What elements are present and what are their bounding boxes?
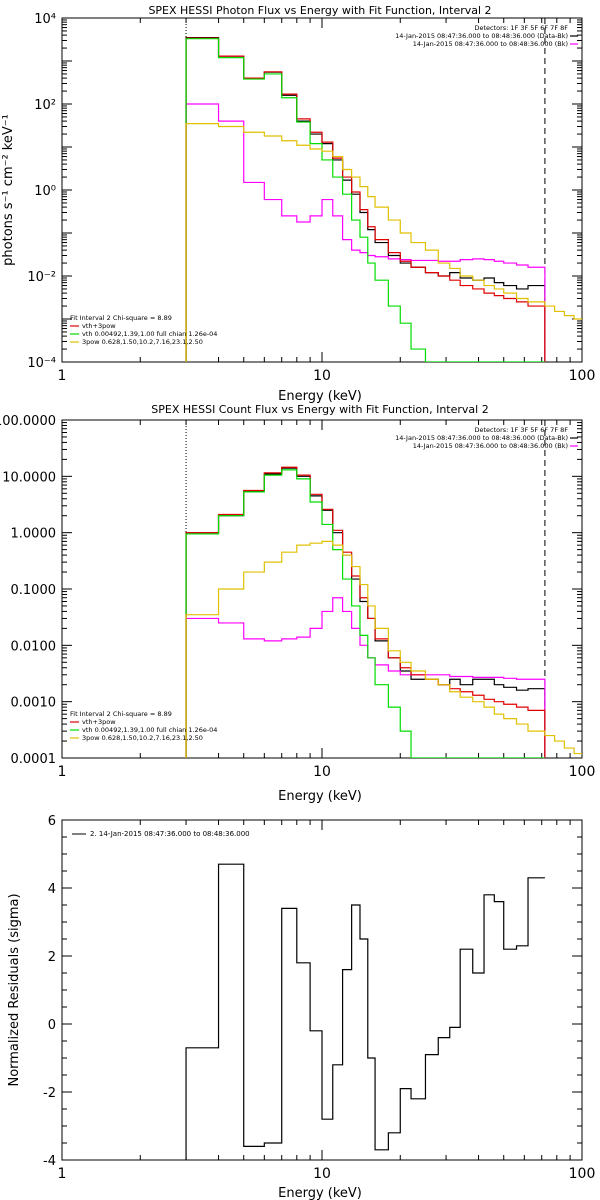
legend-top-label: 14-Jan-2015 08:47:36.000 to 08:48:36.000… bbox=[395, 434, 568, 442]
legend-bottom-label: 3pow 0.628,1.50,10.2,7.16,23.1,2.50 bbox=[82, 338, 203, 346]
residuals-ylabel: Normalized Residuals (sigma) bbox=[7, 893, 22, 1086]
x-tick-label: 1 bbox=[58, 368, 67, 384]
legend-bottom-label: 3pow 0.628,1.50,10.2,7.16,23.1,2.50 bbox=[82, 734, 203, 742]
series-line-1 bbox=[185, 597, 546, 758]
photon-flux-panel: SPEX HESSI Photon Flux vs Energy with Fi… bbox=[1, 4, 596, 404]
x-tick-label: 100 bbox=[569, 368, 596, 384]
legend-top-label: Detectors: 1F 3F 5F 6F 7F 8F bbox=[474, 426, 568, 434]
y-tick-label: 10⁴ bbox=[34, 12, 56, 27]
y-tick-label: 2 bbox=[48, 950, 56, 965]
count-flux-xlabel: Energy (keV) bbox=[278, 789, 362, 804]
count-flux-panel: SPEX HESSI Count Flux vs Energy with Fit… bbox=[0, 403, 595, 804]
y-tick-label: 0.0001 bbox=[11, 752, 57, 767]
y-tick-label: 4 bbox=[48, 882, 56, 897]
legend-label: 2. 14-Jan-2015 08:47:36.000 to 08:48:36.… bbox=[90, 830, 250, 838]
photon-flux-ylabel: photons s⁻¹ cm⁻² keV⁻¹ bbox=[1, 114, 16, 266]
y-tick-label: 10⁻² bbox=[27, 270, 56, 285]
x-tick-label: 10 bbox=[313, 764, 331, 780]
x-tick-label: 100 bbox=[569, 1166, 596, 1182]
count-flux-title: SPEX HESSI Count Flux vs Energy with Fit… bbox=[151, 403, 488, 416]
y-tick-label: -4 bbox=[43, 1154, 56, 1169]
legend-top-label: 14-Jan-2015 08:47:36.000 to 08:48:36.000… bbox=[413, 442, 568, 450]
x-tick-label: 1 bbox=[58, 1166, 67, 1182]
legend-bottom-label: vth+3pow bbox=[82, 322, 116, 330]
series-line-3 bbox=[185, 38, 545, 362]
residuals-panel: Energy (keV) Normalized Residuals (sigma… bbox=[7, 814, 595, 1200]
legend-top-label: 14-Jan-2015 08:47:36.000 to 08:48:36.000… bbox=[413, 40, 568, 48]
y-tick-label: 10⁻⁴ bbox=[27, 356, 56, 371]
legend-bottom-label: Fit Interval 2 Chi-square = 8.89 bbox=[70, 710, 172, 718]
legend-bottom-label: vth+3pow bbox=[82, 718, 116, 726]
y-tick-label: 10² bbox=[34, 98, 56, 113]
photon-flux-xlabel: Energy (keV) bbox=[278, 389, 362, 404]
y-tick-label: 10⁰ bbox=[34, 184, 56, 199]
series-line-0 bbox=[185, 37, 546, 362]
x-tick-label: 10 bbox=[313, 368, 331, 384]
x-tick-label: 1 bbox=[58, 764, 67, 780]
series-line-2 bbox=[185, 466, 546, 758]
legend-top-label: Detectors: 1F 3F 5F 6F 7F 8F bbox=[474, 24, 568, 32]
legend-bottom-label: vth 0.00492,1.39,1.00 full chian 1.26e-0… bbox=[82, 726, 217, 734]
residuals-xlabel: Energy (keV) bbox=[278, 1186, 362, 1200]
plot-frame bbox=[61, 17, 583, 363]
legend-bottom-label: Fit Interval 2 Chi-square = 8.89 bbox=[70, 314, 172, 322]
series-line-0 bbox=[185, 467, 546, 758]
series-line-1 bbox=[185, 103, 546, 362]
x-tick-label: 100 bbox=[569, 764, 596, 780]
plot-frame bbox=[61, 419, 583, 759]
y-tick-label: -2 bbox=[43, 1086, 56, 1101]
y-tick-label: 0.1000 bbox=[11, 583, 57, 598]
legend-bottom-label: vth 0.00492,1.39,1.00 full chian 1.26e-0… bbox=[82, 330, 217, 338]
y-tick-label: 1.0000 bbox=[11, 527, 57, 542]
series-line-3 bbox=[185, 469, 545, 758]
y-tick-label: 0.0010 bbox=[11, 696, 57, 711]
legend-top-label: 14-Jan-2015 08:47:36.000 to 08:48:36.000… bbox=[395, 32, 568, 40]
series-line-4 bbox=[185, 123, 582, 362]
y-tick-label: 0.0100 bbox=[11, 639, 57, 654]
series-line-0 bbox=[185, 863, 545, 1160]
series-line-2 bbox=[185, 37, 546, 362]
y-tick-label: 100.0000 bbox=[0, 414, 56, 429]
series-line-4 bbox=[185, 540, 582, 758]
photon-flux-title: SPEX HESSI Photon Flux vs Energy with Fi… bbox=[148, 4, 491, 17]
y-tick-label: 10.0000 bbox=[2, 470, 56, 485]
y-tick-label: 0 bbox=[48, 1018, 56, 1033]
y-tick-label: 6 bbox=[48, 814, 56, 829]
x-tick-label: 10 bbox=[313, 1166, 331, 1182]
